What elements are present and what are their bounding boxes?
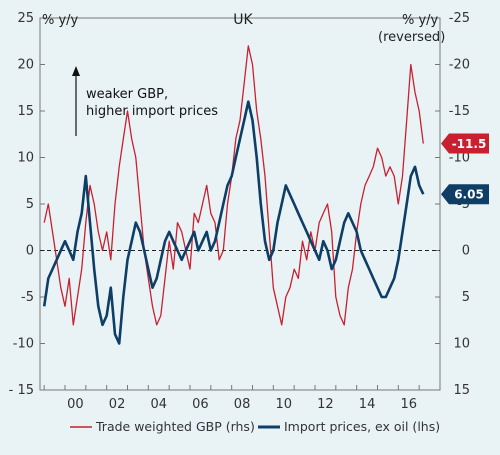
left-axis-unit: % y/y [42,13,79,28]
left-tick-label: 25 [17,11,34,26]
x-tick-label: 02 [109,397,126,412]
end-label-import: 6.05 [441,184,489,205]
left-tick-label: 0 [26,244,34,259]
left-axis-ticks: - 15 -10 -5 0 5 10 15 20 25 [9,11,45,398]
right-axis-note: (reversed) [378,30,445,45]
x-tick-label: 00 [67,397,84,412]
x-tick-label: 12 [317,397,334,412]
right-tick-label: -15 [449,104,470,119]
right-tick-label: -20 [449,58,470,73]
x-tick-label: 10 [275,397,292,412]
left-tick-label: - 15 [9,383,34,398]
end-label-import-flag [441,184,489,205]
series-layer [42,45,425,345]
x-axis-ticks: 00 02 04 06 08 10 12 14 16 [43,385,420,412]
annotation-line-1: weaker GBP, [86,87,168,102]
annotation-line-2: higher import prices [86,104,218,119]
left-tick-label: 20 [17,58,34,73]
right-tick-label: -25 [449,11,470,26]
annotation-arrowhead [72,66,80,76]
left-tick-label: -5 [21,290,34,305]
right-tick-label: -10 [449,151,470,166]
x-tick-label: 06 [192,397,209,412]
x-tick-label: 16 [400,397,417,412]
left-tick-label: 5 [26,197,34,212]
right-tick-label: 0 [462,244,470,259]
annotation: weaker GBP, higher import prices [72,66,218,136]
left-tick-label: 10 [17,151,34,166]
end-label-gbp-text: -11.5 [452,137,487,151]
chart-title: UK [233,12,253,28]
right-tick-label: 5 [462,290,470,305]
left-tick-label: -10 [13,337,34,352]
x-tick-label: 14 [359,397,376,412]
legend-label-gbp: Trade weighted GBP (rhs) [95,419,255,434]
left-tick-label: 15 [17,104,34,119]
legend-label-import: Import prices, ex oil (lhs) [284,419,440,434]
end-label-gbp-flag [441,133,489,154]
series-line-import-prices [42,100,425,345]
legend: Trade weighted GBP (rhs) Import prices, … [70,419,440,434]
x-tick-label: 08 [234,397,251,412]
end-label-gbp: -11.5 [441,133,489,154]
end-label-import-text: 6.05 [454,188,484,202]
right-tick-label: 15 [453,383,470,398]
right-tick-label: 10 [453,337,470,352]
x-tick-label: 04 [150,397,167,412]
plot-frame [39,17,441,391]
series-line-trade-weighted-gbp [43,45,424,326]
right-axis-unit: % y/y [402,13,439,28]
